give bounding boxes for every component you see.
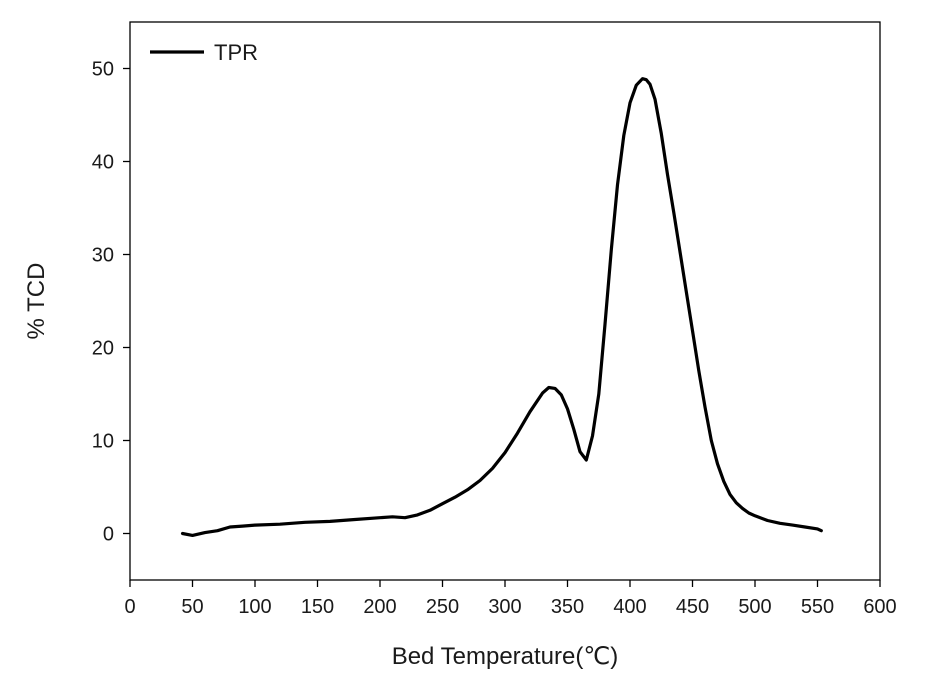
x-tick-label: 100 — [238, 596, 271, 618]
x-tick-label: 250 — [426, 596, 459, 618]
y-axis-title: % TCD — [23, 263, 50, 340]
y-tick-label: 20 — [92, 338, 114, 360]
x-tick-label: 400 — [613, 596, 646, 618]
x-tick-label: 300 — [488, 596, 521, 618]
x-tick-label: 600 — [863, 596, 896, 618]
x-tick-label: 200 — [363, 596, 396, 618]
x-tick-label: 550 — [801, 596, 834, 618]
y-tick-label: 10 — [92, 431, 114, 453]
x-tick-label: 0 — [124, 596, 135, 618]
x-tick-label: 50 — [181, 596, 203, 618]
x-tick-label: 500 — [738, 596, 771, 618]
y-tick-label: 40 — [92, 152, 114, 174]
x-tick-label: 350 — [551, 596, 584, 618]
tpr-series-line — [180, 77, 823, 537]
x-tick-label: 450 — [676, 596, 709, 618]
legend-label: TPR — [214, 40, 258, 65]
x-axis-title: Bed Temperature(℃) — [392, 643, 619, 670]
plot-frame — [129, 21, 881, 581]
y-tick-label: 30 — [92, 245, 114, 267]
y-tick-label: 50 — [92, 59, 114, 81]
y-tick-label: 0 — [103, 524, 114, 546]
x-tick-label: 150 — [301, 596, 334, 618]
